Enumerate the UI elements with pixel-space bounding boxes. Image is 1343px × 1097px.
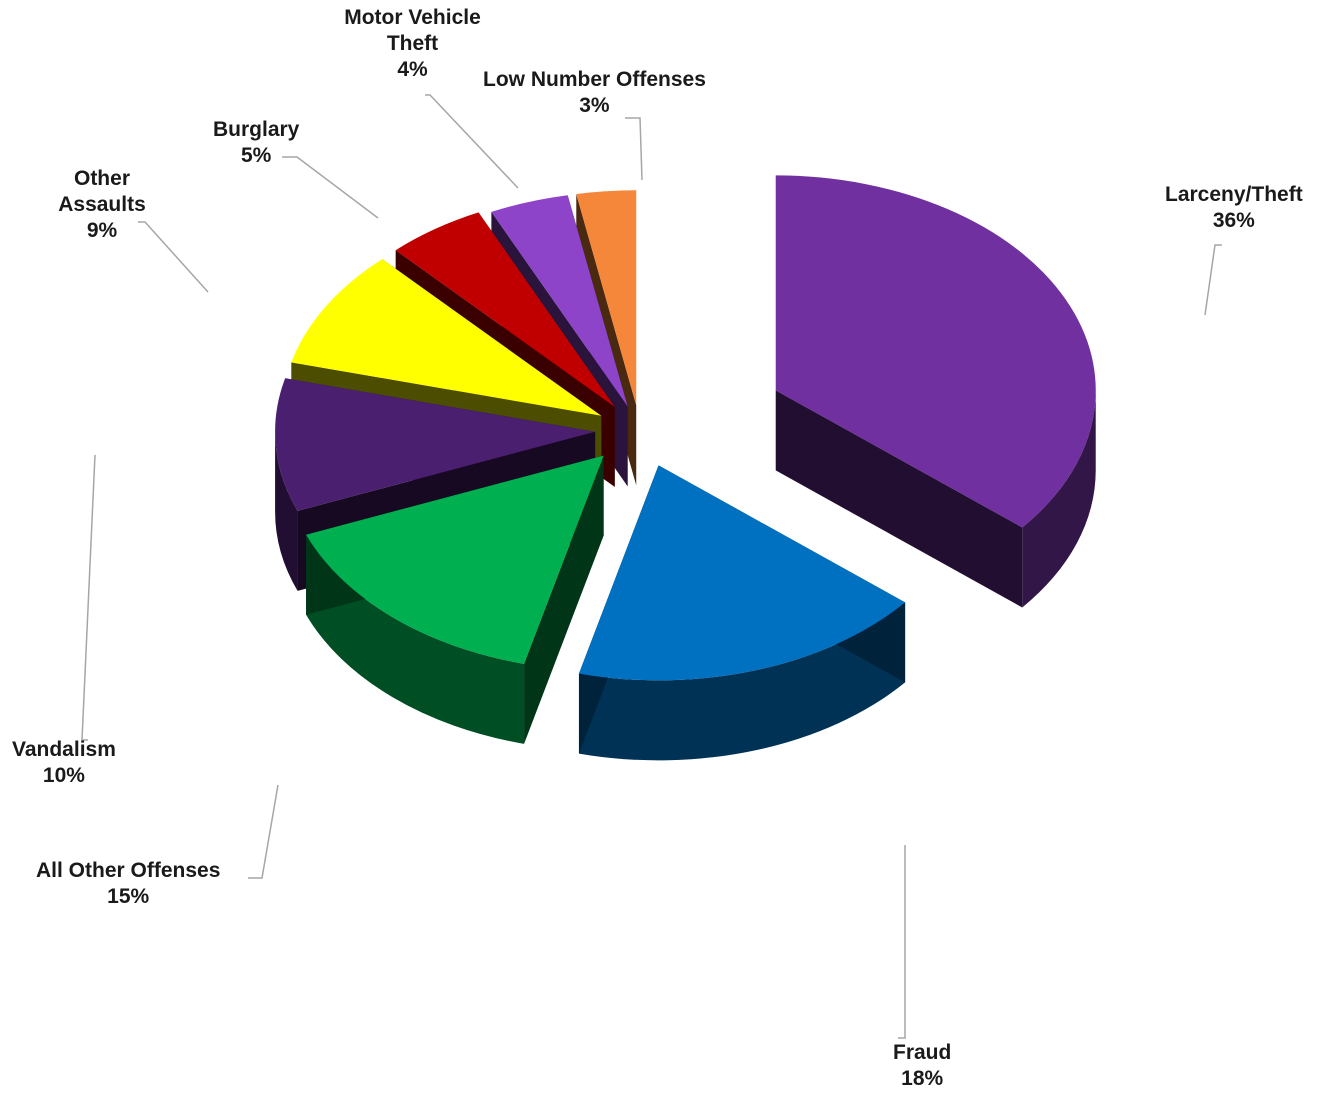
- slice-burglary: [395, 212, 615, 407]
- leader-line-fraud: [898, 845, 906, 1039]
- leader-line-vandalism: [81, 454, 96, 741]
- slice-all-other-offenses: [306, 455, 604, 664]
- slice-fraud: [578, 465, 906, 681]
- data-label-larceny-theft: Larceny/Theft 36%: [1165, 183, 1303, 232]
- slice-rim-all-other-offenses: [306, 534, 525, 744]
- slice-low-number-offenses: [576, 190, 637, 406]
- data-label-other-assaults: Other Assaults 9%: [58, 167, 146, 242]
- slice-wall-larceny-theft-1: [775, 390, 1023, 608]
- data-label-motor-vehicle-theft: Motor Vehicle Theft 4%: [344, 6, 481, 81]
- leader-line-larceny-theft: [1204, 244, 1222, 316]
- data-label-vandalism: Vandalism 10%: [12, 738, 116, 787]
- slice-larceny-theft: [775, 175, 1096, 528]
- slice-other-assaults: [291, 259, 602, 416]
- slice-rim-fraud: [578, 602, 906, 761]
- slice-motor-vehicle-theft: [491, 195, 628, 407]
- leader-lines: [81, 94, 1222, 1039]
- leader-line-low-number-offenses: [625, 117, 643, 181]
- data-label-burglary: Burglary 5%: [213, 118, 300, 167]
- slice-tops: [275, 175, 1096, 681]
- leader-line-other-assaults: [138, 221, 209, 293]
- slice-vandalism: [275, 378, 596, 511]
- leader-line-motor-vehicle-theft: [425, 94, 519, 189]
- leader-line-all-other-offenses: [248, 784, 279, 879]
- data-label-all-other-offenses: All Other Offenses 15%: [36, 859, 221, 908]
- slice-rim-larceny-theft: [1022, 390, 1096, 608]
- data-label-low-number-offenses: Low Number Offenses 3%: [483, 68, 706, 117]
- leader-line-burglary: [282, 156, 379, 219]
- data-label-fraud: Fraud 18%: [893, 1041, 952, 1090]
- slice-rim-vandalism: [275, 431, 298, 591]
